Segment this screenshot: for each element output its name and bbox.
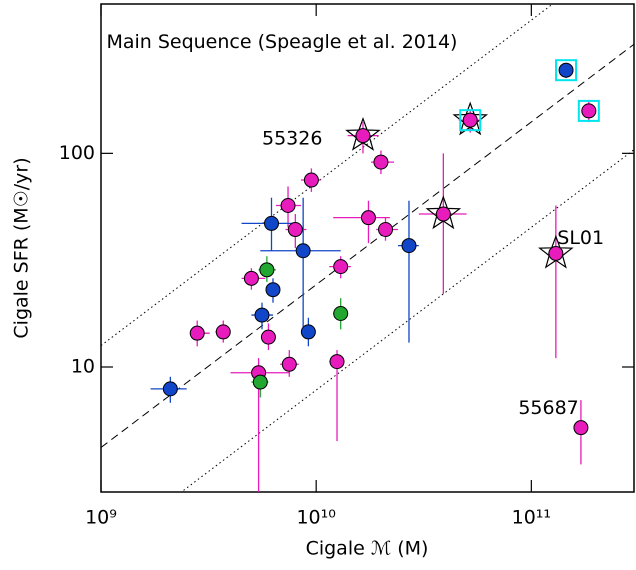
point	[333, 259, 349, 275]
point	[435, 206, 451, 222]
point	[558, 62, 574, 78]
point	[243, 270, 259, 286]
square-marker	[555, 59, 578, 82]
point	[378, 222, 394, 238]
point	[360, 210, 376, 226]
reference-line	[101, 4, 554, 346]
square-marker	[577, 99, 600, 122]
point	[260, 329, 276, 345]
point	[355, 128, 371, 144]
y-tick-label: 10	[71, 356, 95, 378]
point	[252, 374, 268, 390]
annotation: 55687	[518, 397, 578, 419]
annotation: Main Sequence (Speagle et al. 2014)	[106, 31, 457, 53]
point	[265, 282, 281, 298]
point	[573, 420, 589, 436]
point	[162, 381, 178, 397]
x-tick-label: 10⁹	[85, 507, 117, 529]
point	[259, 262, 275, 278]
point	[373, 154, 389, 170]
point	[263, 215, 279, 231]
point	[287, 222, 303, 238]
point	[254, 307, 270, 323]
square-marker	[459, 109, 482, 132]
point	[189, 325, 205, 341]
point	[581, 103, 597, 119]
plot-frame	[100, 3, 635, 493]
point	[295, 243, 311, 259]
x-tick-label: 10¹¹	[512, 507, 551, 529]
point	[280, 198, 296, 214]
point	[462, 112, 478, 128]
x-tick-label: 10¹⁰	[296, 507, 335, 529]
point	[548, 245, 564, 261]
y-tick-label: 100	[59, 142, 95, 164]
y-axis-label: Cigale SFR (M☉/yr)	[11, 157, 33, 338]
point	[303, 172, 319, 188]
point	[401, 238, 417, 254]
point	[215, 324, 231, 340]
annotation: 55326	[262, 127, 322, 149]
point	[333, 305, 349, 321]
reference-line	[180, 149, 634, 492]
point	[300, 324, 316, 340]
reference-lines	[101, 4, 634, 492]
point	[329, 354, 345, 370]
annotation: SL01	[557, 227, 604, 249]
point	[281, 356, 297, 372]
reference-line	[101, 43, 634, 448]
x-axis-label: Cigale ℳ (M)	[306, 538, 429, 560]
